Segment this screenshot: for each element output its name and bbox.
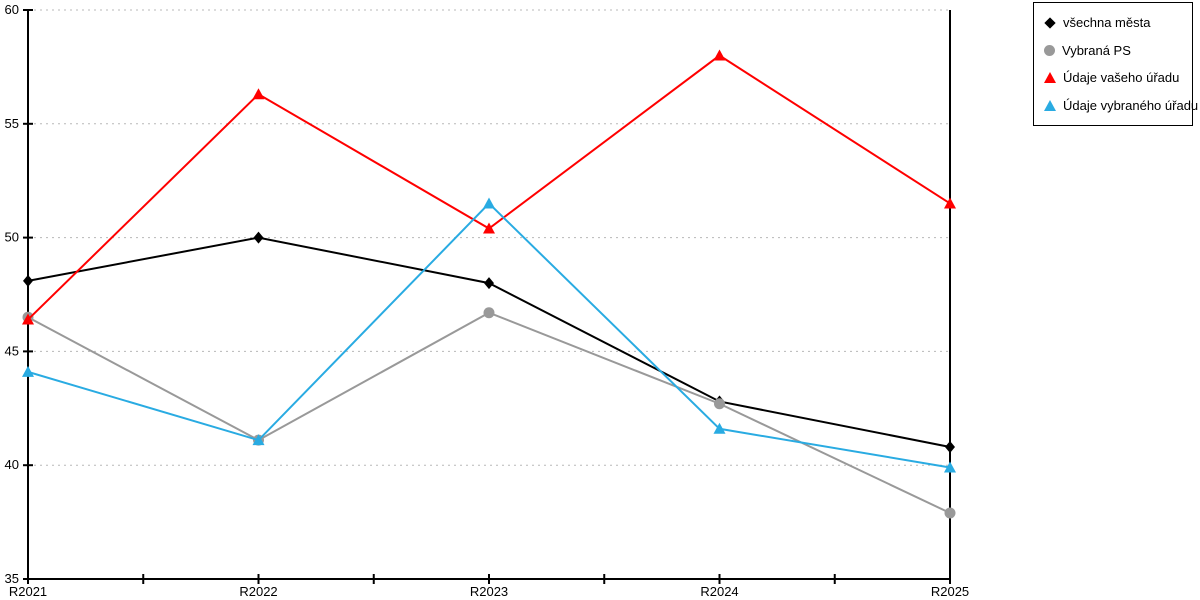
circle-marker-icon — [714, 398, 725, 410]
x-tick-label: R2024 — [700, 584, 738, 599]
legend-item-vsechna-mesta: všechna města — [1044, 12, 1188, 34]
x-tick-label: R2025 — [931, 584, 969, 599]
series-line — [27, 202, 951, 469]
y-tick-label: 35 — [5, 571, 19, 586]
diamond-marker-icon — [1044, 17, 1056, 29]
legend-item-vybrana-ps: Vybraná PS — [1044, 39, 1188, 61]
triangle-marker-icon — [713, 49, 726, 61]
legend-label: Vybraná PS — [1062, 42, 1131, 58]
diamond-marker-icon — [253, 231, 264, 244]
x-tick-label: R2022 — [239, 584, 277, 599]
triangle-marker-icon — [483, 197, 495, 209]
triangle-marker-icon — [944, 197, 956, 209]
legend-label: všechna města — [1063, 15, 1151, 31]
y-tick-label: 60 — [5, 2, 19, 17]
x-tick-label: R2023 — [470, 584, 508, 599]
legend-label: Údaje vybraného úřadu — [1063, 97, 1199, 113]
y-tick-label: 40 — [5, 457, 19, 472]
circle-marker-icon — [1044, 44, 1055, 56]
diamond-marker-icon — [23, 274, 33, 287]
legend-label: Údaje vašeho úřadu — [1063, 70, 1180, 86]
y-tick-label: 55 — [5, 116, 19, 131]
triangle-marker-icon — [22, 313, 34, 325]
circle-marker-icon — [944, 507, 956, 519]
triangle-marker-icon — [713, 422, 726, 434]
legend-item-udaje-vybraneho-uradu: Údaje vybraného úřadu — [1044, 94, 1198, 116]
triangle-marker-icon — [1044, 99, 1056, 111]
legend: všechna města Vybraná PS Údaje vašeho úř… — [1033, 2, 1198, 126]
x-tick-label: R2021 — [9, 584, 47, 599]
legend-item-udaje-vaseho-uradu: Údaje vašeho úřadu — [1044, 67, 1188, 89]
diamond-marker-icon — [484, 277, 494, 290]
y-tick-label: 45 — [5, 343, 19, 358]
triangle-marker-icon — [1044, 72, 1056, 84]
y-tick-label: 50 — [5, 230, 19, 245]
triangle-marker-icon — [252, 88, 265, 100]
triangle-marker-icon — [22, 365, 34, 377]
triangle-marker-icon — [483, 222, 495, 234]
triangle-marker-icon — [944, 461, 956, 473]
triangle-marker-icon — [252, 434, 265, 446]
series-line — [27, 236, 951, 448]
diamond-marker-icon — [945, 440, 955, 453]
circle-marker-icon — [483, 307, 495, 319]
